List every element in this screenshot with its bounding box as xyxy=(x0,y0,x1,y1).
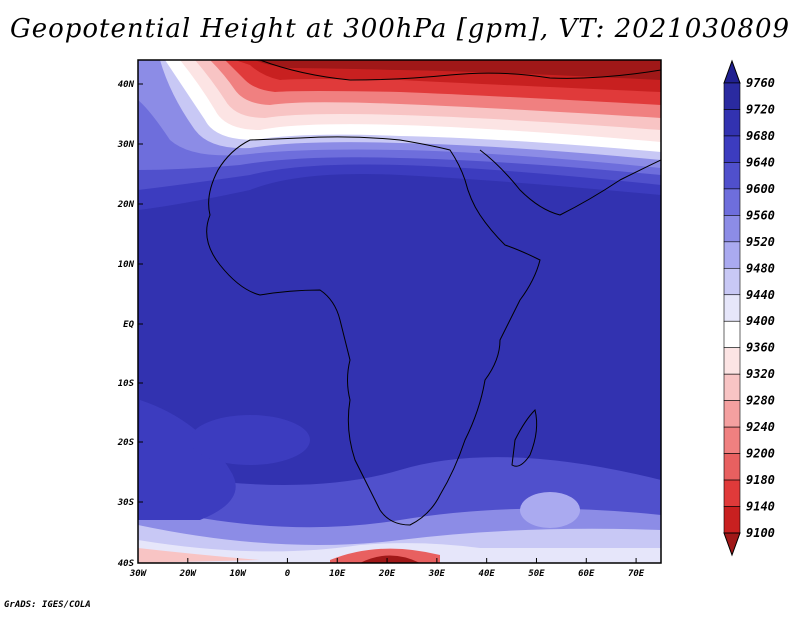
y-tick-label: 30S xyxy=(117,498,135,508)
x-tick-label: 60E xyxy=(578,569,595,579)
colorbar-label: 9600 xyxy=(746,182,775,196)
colorbar-bottom-arrow xyxy=(723,532,741,557)
colorbar-label: 9680 xyxy=(746,129,775,143)
y-axis-ticks: 40N 30N 20N 10N EQ 10S 20S 30S 40S xyxy=(117,80,143,569)
y-tick-label: 20N xyxy=(117,200,135,210)
colorbar-label: 9360 xyxy=(746,341,775,355)
colorbar-top-arrow xyxy=(723,59,741,84)
colorbar-label: 9200 xyxy=(746,447,775,461)
colorbar-label: 9480 xyxy=(746,261,775,275)
colorbar-label: 9440 xyxy=(746,288,775,302)
y-tick-label: EQ xyxy=(123,320,134,330)
colorbar-swatch xyxy=(723,400,741,428)
x-axis-ticks: 30W 20W 10W 0 10E 20E 30E 40E 50E 60E 70E xyxy=(129,558,645,579)
colorbar: 9760 9720 9680 9640 9600 9560 9520 9480 9440 9400… xyxy=(723,59,775,557)
colorbar-swatch xyxy=(723,426,741,454)
colorbar-label: 9280 xyxy=(746,394,775,408)
x-tick-label: 30E xyxy=(428,569,446,579)
colorbar-swatch xyxy=(723,347,741,375)
colorbar-swatch xyxy=(723,506,741,534)
y-tick-label: 30N xyxy=(117,140,135,150)
colorbar-label: 9140 xyxy=(746,500,775,514)
colorbar-swatch xyxy=(723,215,741,243)
colorbar-label: 9100 xyxy=(746,526,775,540)
colorbar-label: 9400 xyxy=(746,314,775,328)
x-tick-label: 10E xyxy=(329,569,346,579)
coastlines xyxy=(206,60,661,526)
x-tick-label: 20W xyxy=(179,569,198,579)
colorbar-swatch xyxy=(723,162,741,190)
map-plot-area xyxy=(138,60,661,563)
colorbar-swatch xyxy=(723,267,741,296)
x-tick-label: 30W xyxy=(129,569,148,579)
colorbar-swatch xyxy=(723,294,741,322)
colorbar-swatch xyxy=(723,241,741,269)
colorbar-swatch xyxy=(723,479,741,507)
x-tick-label: 10W xyxy=(229,569,247,579)
colorbar-label: 9320 xyxy=(746,367,775,381)
colorbar-label: 9720 xyxy=(746,102,775,116)
colorbar-swatch xyxy=(723,188,741,216)
colorbar-label: 9760 xyxy=(746,76,775,90)
colorbar-label: 9520 xyxy=(746,235,775,249)
y-tick-label: 40N xyxy=(118,80,135,90)
colorbar-label: 9180 xyxy=(746,473,775,487)
colorbar-label: 9640 xyxy=(746,155,775,169)
colorbar-swatch xyxy=(723,320,741,349)
footer-credit: GrADS: IGES/COLA xyxy=(4,600,91,610)
y-tick-label: 10N xyxy=(118,260,135,270)
y-tick-label: 10S xyxy=(118,379,135,389)
map-title: Geopotential Height at 300hPa [gpm], VT:… xyxy=(9,14,791,44)
x-tick-label: 40E xyxy=(479,569,496,579)
colorbar-swatch xyxy=(723,453,741,481)
x-tick-label: 20E xyxy=(378,569,396,579)
colorbar-swatch xyxy=(723,82,741,110)
y-tick-label: 20S xyxy=(117,438,135,448)
colorbar-swatch xyxy=(723,373,741,401)
colorbar-label: 9560 xyxy=(746,208,775,222)
x-tick-label: 50E xyxy=(528,569,545,579)
colorbar-label: 9240 xyxy=(746,420,775,434)
x-tick-label: 70E xyxy=(628,569,645,579)
y-tick-label: 40S xyxy=(118,559,135,569)
map-frame xyxy=(137,59,662,564)
x-tick-label: 0 xyxy=(285,569,291,579)
colorbar-swatch xyxy=(723,109,741,137)
colorbar-swatch xyxy=(723,135,741,163)
